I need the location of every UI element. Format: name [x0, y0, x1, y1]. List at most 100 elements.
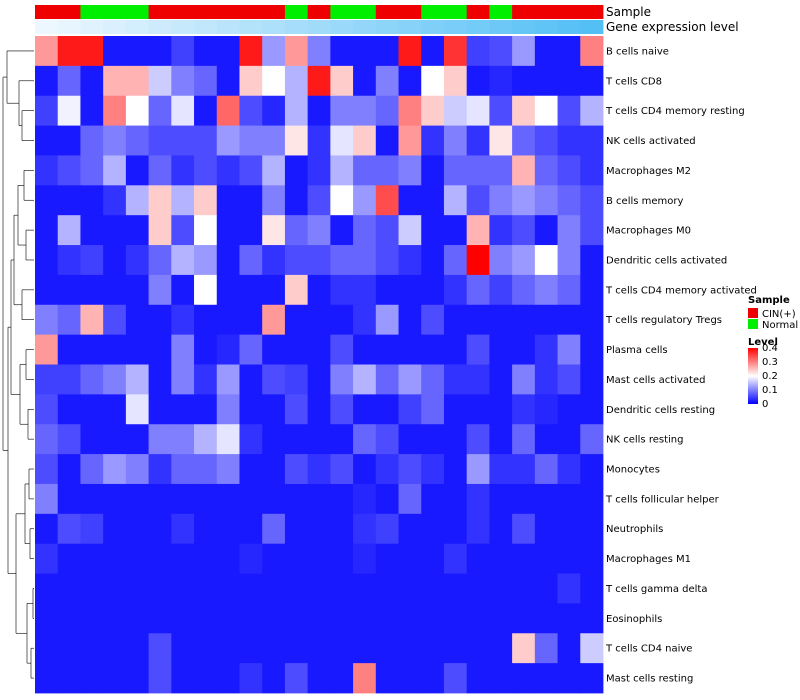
heatmap-cell-r0-c1 [57, 36, 81, 67]
heatmap-cell-r12-c10 [262, 394, 286, 425]
heatmap-cell-r7-c1 [57, 245, 81, 276]
row-label-15: T cells follicular helper [605, 494, 720, 505]
heatmap-cell-r20-c4 [125, 633, 149, 664]
heatmap-cell-r21-c14 [353, 663, 377, 694]
heatmap-cell-r4-c13 [330, 155, 354, 186]
heatmap-cell-r4-c0 [35, 155, 59, 186]
heatmap-cell-r13-c9 [239, 424, 263, 455]
heatmap-cell-r18-c20 [489, 573, 513, 604]
heatmap-cell-r10-c4 [125, 334, 149, 365]
sample-annotation-cell-4 [125, 5, 149, 19]
heatmap-cell-r13-c19 [466, 424, 490, 455]
heatmap-cell-r18-c19 [466, 573, 490, 604]
heatmap-cell-r15-c4 [125, 483, 149, 515]
heatmap-cell-r18-c14 [353, 573, 377, 604]
heatmap-cell-r17-c1 [57, 543, 81, 574]
heatmap-cell-r8-c7 [194, 274, 218, 306]
heatmap-cell-r9-c20 [489, 304, 513, 336]
heatmap-cell-r15-c3 [103, 483, 127, 515]
heatmap-cell-r16-c9 [239, 513, 263, 545]
heatmap-cell-r12-c12 [307, 394, 331, 425]
heatmap-cell-r20-c9 [239, 633, 263, 664]
heatmap-cell-r12-c9 [239, 394, 263, 425]
heatmap-cell-r21-c24 [580, 663, 604, 694]
heatmap-cell-r20-c24 [580, 633, 604, 664]
heatmap-cell-r7-c23 [557, 245, 581, 276]
heatmap-cell-r21-c23 [557, 663, 581, 694]
expression-annotation-cell-16 [398, 20, 422, 34]
heatmap-cell-r2-c6 [171, 95, 195, 126]
heatmap-cell-r4-c15 [375, 155, 399, 186]
heatmap-cell-r6-c6 [171, 215, 195, 246]
heatmap-cell-r11-c11 [284, 364, 309, 395]
heatmap-cell-r8-c3 [103, 274, 127, 306]
heatmap-cell-r21-c5 [148, 663, 172, 694]
heatmap-cell-r19-c17 [421, 603, 445, 634]
heatmap-cell-r11-c10 [262, 364, 286, 395]
heatmap-cell-r5-c0 [35, 185, 59, 216]
heatmap-cell-r11-c0 [35, 364, 59, 395]
heatmap-cell-r1-c5 [148, 65, 172, 97]
heatmap-cell-r21-c3 [103, 663, 127, 694]
heatmap-cell-r5-c20 [489, 185, 513, 216]
heatmap-cell-r1-c2 [80, 65, 104, 97]
heatmap-cell-r6-c22 [534, 215, 558, 246]
heatmap-cell-r16-c21 [512, 513, 536, 545]
heatmap-cell-r7-c9 [239, 245, 263, 276]
heatmap-cell-r15-c16 [398, 483, 422, 515]
heatmap-cell-r0-c7 [194, 36, 218, 67]
expression-annotation-cell-6 [171, 20, 195, 34]
heatmap-cell-r6-c16 [398, 215, 422, 246]
heatmap-cell-r18-c9 [239, 573, 263, 604]
heatmap-cell-r10-c18 [443, 334, 468, 365]
heatmap-cell-r13-c13 [330, 424, 354, 455]
heatmap-cell-r6-c4 [125, 215, 149, 246]
heatmap-cell-r3-c12 [307, 125, 331, 156]
expression-annotation-label: Gene expression level [606, 20, 739, 34]
heatmap-cell-r16-c4 [125, 513, 149, 545]
heatmap-cell-r15-c20 [489, 483, 513, 515]
sample-annotation-cell-24 [580, 5, 604, 19]
heatmap-cell-r15-c1 [57, 483, 81, 515]
sample-legend-title: Sample [748, 295, 790, 306]
expression-annotation-cell-17 [421, 20, 445, 34]
heatmap-cell-r21-c19 [466, 663, 490, 694]
heatmap-cell-r0-c22 [534, 36, 558, 67]
heatmap-cell-r2-c24 [580, 95, 604, 126]
heatmap-cell-r19-c0 [35, 603, 59, 634]
heatmap-cell-r10-c22 [534, 334, 558, 365]
heatmap-cell-r18-c22 [534, 573, 558, 604]
heatmap-cell-r0-c19 [466, 36, 490, 67]
heatmap-cell-r11-c2 [80, 364, 104, 395]
heatmap-cell-r8-c13 [330, 274, 354, 306]
heatmap-cell-r16-c6 [171, 513, 195, 545]
heatmap-cell-r10-c13 [330, 334, 354, 365]
sample-annotation-cell-16 [398, 5, 422, 19]
heatmap-cell-r13-c16 [398, 424, 422, 455]
heatmap-cell-r18-c21 [512, 573, 536, 604]
heatmap-cell-r6-c12 [307, 215, 331, 246]
row-label-8: T cells CD4 memory activated [605, 285, 757, 296]
heatmap-cell-r15-c13 [330, 483, 354, 515]
heatmap-cell-r21-c7 [194, 663, 218, 694]
heatmap-cell-r20-c6 [171, 633, 195, 664]
heatmap-cell-r13-c5 [148, 424, 172, 455]
heatmap-cell-r12-c15 [375, 394, 399, 425]
heatmap-cell-r0-c12 [307, 36, 331, 67]
row-label-14: Monocytes [606, 465, 660, 476]
heatmap-cell-r6-c17 [421, 215, 445, 246]
heatmap-cell-r19-c19 [466, 603, 490, 634]
heatmap-cell-r18-c7 [194, 573, 218, 604]
heatmap-cell-r17-c5 [148, 543, 172, 574]
heatmap-cell-r12-c5 [148, 394, 172, 425]
heatmap-cell-r3-c5 [148, 125, 172, 156]
heatmap-cell-r11-c17 [421, 364, 445, 395]
heatmap-cell-r21-c1 [57, 663, 81, 694]
heatmap-cell-r2-c15 [375, 95, 399, 126]
heatmap-cell-r4-c18 [443, 155, 468, 186]
heatmap-cell-r12-c19 [466, 394, 490, 425]
heatmap-cell-r14-c18 [443, 454, 468, 485]
heatmap-cell-r18-c12 [307, 573, 331, 604]
heatmap-cell-r1-c11 [284, 65, 309, 97]
expression-annotation-cell-22 [534, 20, 558, 34]
